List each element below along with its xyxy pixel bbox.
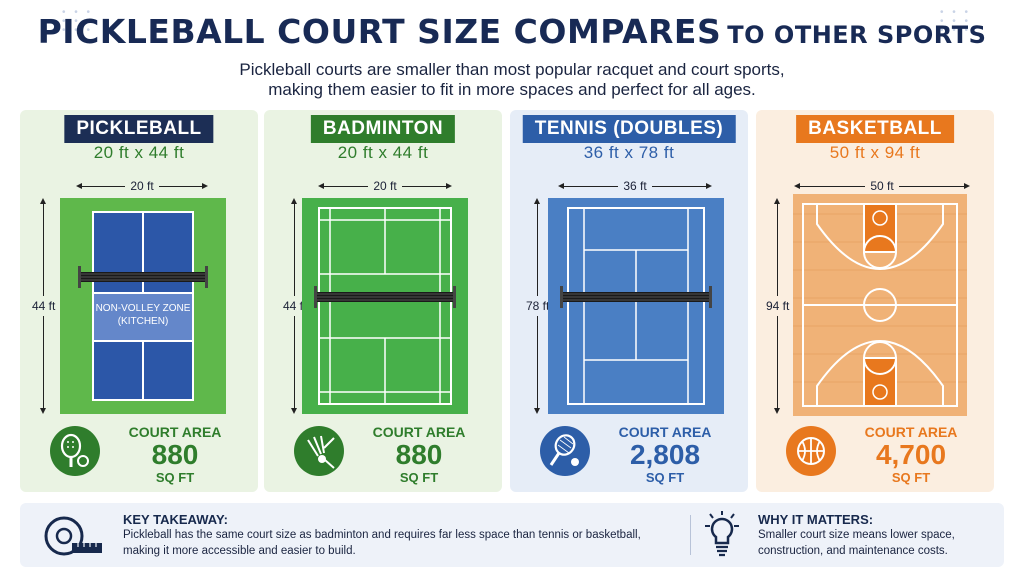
net [314, 286, 456, 308]
bottom-info-panel: KEY TAKEAWAY: Pickleball has the same co… [20, 503, 1004, 567]
tennis-racket-icon [540, 426, 590, 476]
key-takeaway: KEY TAKEAWAY: Pickleball has the same co… [123, 512, 641, 559]
card-basketball: BASKETBALL 50 ft x 94 ft 50 ft 94 ft COU… [756, 110, 994, 492]
height-dimension: 44 ft [32, 198, 56, 414]
net [560, 286, 712, 308]
court-area-unit: SQ FT [891, 470, 931, 485]
card-title: BADMINTON [310, 115, 456, 143]
court-area: COURT AREA 4,700 SQ FT [851, 424, 971, 485]
card-pickleball: PICKLEBALL 20 ft x 44 ft 20 ft 44 ft NON… [20, 110, 258, 492]
card-dimensions: 20 ft x 44 ft [337, 143, 429, 162]
card-dimensions: 36 ft x 78 ft [583, 143, 675, 162]
key-takeaway-title: KEY TAKEAWAY: [123, 512, 228, 527]
court-area-value: 2,808 [629, 439, 701, 470]
width-label: 20 ft [125, 179, 159, 193]
subtitle-line-2: making them easier to fit in more spaces… [268, 80, 756, 99]
court-area-unit: SQ FT [399, 470, 439, 485]
kitchen-label-2: (KITCHEN) [118, 316, 169, 327]
pickleball-court: NON-VOLLEY ZONE (KITCHEN) [60, 198, 226, 414]
title-tail: TO OTHER SPORTS [727, 21, 987, 49]
key-takeaway-line-2: making it more accessible and easier to … [123, 545, 356, 557]
title-main: PICKLEBALL COURT SIZE COMPARES [37, 12, 722, 51]
badminton-court [302, 198, 468, 414]
court-area: COURT AREA 880 SQ FT [359, 424, 479, 485]
court-area-label: COURT AREA [128, 424, 222, 440]
width-label: 50 ft [865, 179, 899, 193]
width-dimension: 50 ft [794, 179, 970, 193]
why-it-matters-line-1: Smaller court size means lower space, [758, 529, 955, 541]
height-label: 78 ft [526, 296, 550, 316]
court-area-label: COURT AREA [618, 424, 712, 440]
height-dimension: 94 ft [766, 198, 790, 414]
court-area: COURT AREA 880 SQ FT [115, 424, 235, 485]
pickleball-paddle-icon [50, 426, 100, 476]
card-badminton: BADMINTON 20 ft x 44 ft 20 ft 44 ft [264, 110, 502, 492]
card-title: PICKLEBALL [64, 115, 214, 143]
decorative-dots: • • • • • • • • • [940, 7, 972, 36]
page-subtitle: Pickleball courts are smaller than most … [0, 60, 1024, 100]
decorative-dots: • • • • • • • • • [62, 7, 94, 36]
court-area-label: COURT AREA [864, 424, 958, 440]
shuttlecock-icon [294, 426, 344, 476]
kitchen-label-1: NON-VOLLEY ZONE [96, 303, 191, 314]
court-area-value: 880 [151, 439, 199, 470]
height-dimension: 44 ft [283, 198, 307, 414]
court-area: COURT AREA 2,808 SQ FT [605, 424, 725, 485]
card-dimensions: 20 ft x 44 ft [93, 143, 185, 162]
court-area-label: COURT AREA [372, 424, 466, 440]
lightbulb-icon [704, 511, 740, 564]
width-label: 36 ft [618, 179, 652, 193]
court-area-unit: SQ FT [155, 470, 195, 485]
tennis-court [548, 198, 724, 414]
height-label: 94 ft [766, 296, 790, 316]
court-area-unit: SQ FT [645, 470, 685, 485]
height-label: 44 ft [283, 296, 307, 316]
basketball-icon [786, 426, 836, 476]
page-title: PICKLEBALL COURT SIZE COMPARES TO OTHER … [0, 12, 1024, 51]
why-it-matters-title: WHY IT MATTERS: [758, 512, 874, 527]
basketball-court [793, 194, 967, 416]
height-dimension: 78 ft [526, 198, 550, 414]
net [78, 266, 208, 288]
card-tennis: TENNIS (DOUBLES) 36 ft x 78 ft 36 ft 78 … [510, 110, 748, 492]
why-it-matters-line-2: construction, and maintenance costs. [758, 545, 948, 557]
subtitle-line-1: Pickleball courts are smaller than most … [239, 60, 785, 79]
court-area-value: 4,700 [875, 439, 947, 470]
width-dimension: 20 ft [318, 179, 452, 193]
why-it-matters: WHY IT MATTERS: Smaller court size means… [758, 512, 955, 559]
divider [690, 515, 691, 555]
tape-measure-icon [42, 513, 106, 564]
card-title: BASKETBALL [796, 115, 954, 143]
key-takeaway-line-1: Pickleball has the same court size as ba… [123, 529, 641, 541]
card-dimensions: 50 ft x 94 ft [829, 143, 921, 162]
width-dimension: 20 ft [76, 179, 208, 193]
card-title: TENNIS (DOUBLES) [522, 115, 736, 143]
height-label: 44 ft [32, 296, 56, 316]
width-dimension: 36 ft [558, 179, 712, 193]
court-area-value: 880 [395, 439, 443, 470]
width-label: 20 ft [368, 179, 402, 193]
